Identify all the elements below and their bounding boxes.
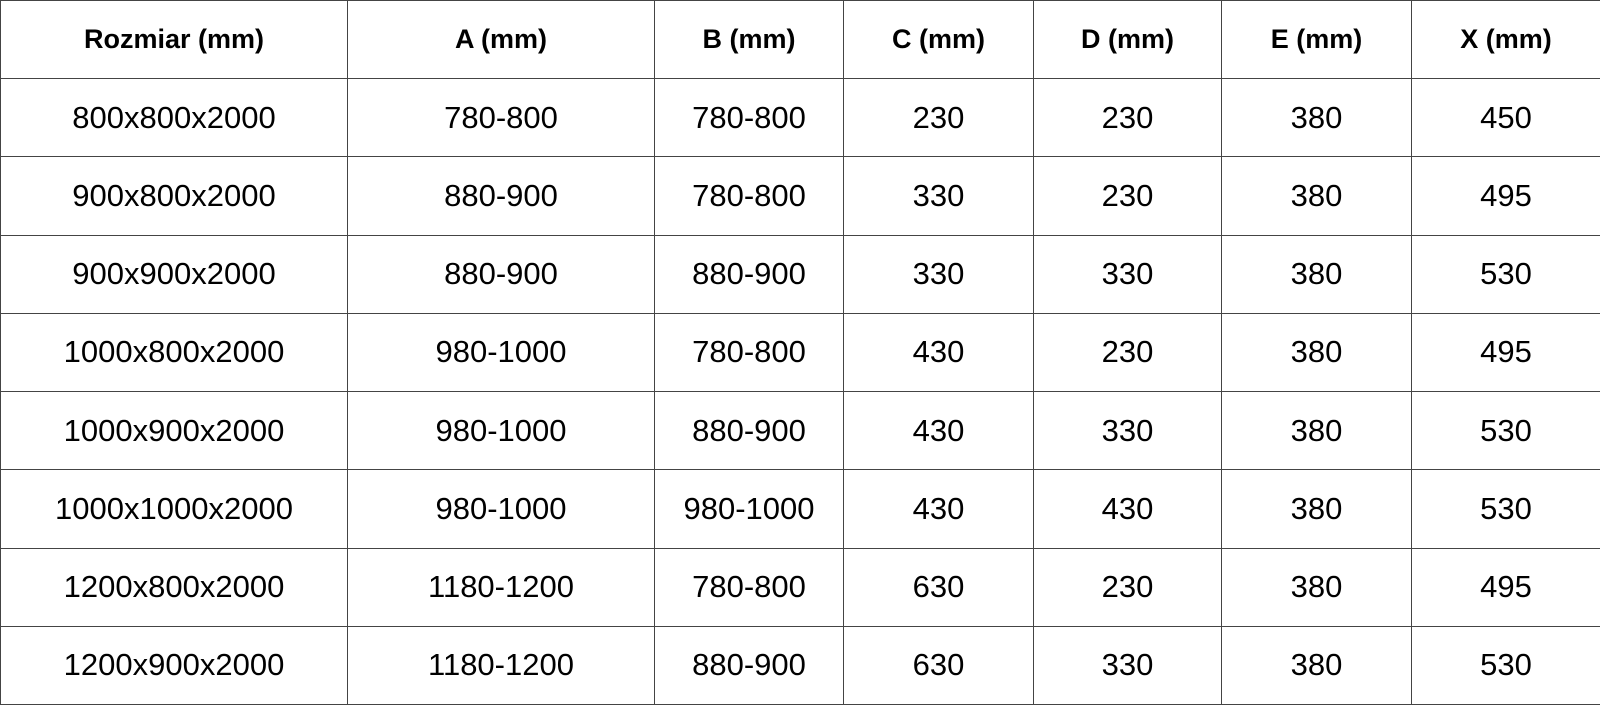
table-row: 900x900x2000 880-900 880-900 330 330 380 530	[0, 234, 1600, 314]
column-header: E (mm)	[1221, 0, 1412, 79]
table-cell: 450	[1411, 77, 1600, 158]
table-cell: 380	[1221, 625, 1412, 705]
column-header: B (mm)	[654, 0, 844, 79]
table-cell: 630	[843, 625, 1034, 705]
table-cell: 980-1000	[654, 469, 844, 549]
table-cell: 380	[1221, 156, 1412, 236]
table-cell: 530	[1411, 469, 1600, 549]
table-row: 1200x900x2000 1180-1200 880-900 630 330 380 53…	[0, 625, 1600, 705]
table-cell: 380	[1221, 547, 1412, 627]
column-header: A (mm)	[347, 0, 655, 79]
table-cell: 630	[843, 547, 1034, 627]
table-cell: 880-900	[347, 234, 655, 314]
table-cell: 980-1000	[347, 390, 655, 471]
table-cell: 230	[1033, 77, 1222, 158]
table-cell: 495	[1411, 312, 1600, 393]
table-cell: 380	[1221, 77, 1412, 158]
table-cell: 530	[1411, 390, 1600, 471]
column-header: Rozmiar (mm)	[0, 0, 348, 79]
table-cell: 380	[1221, 234, 1412, 314]
table-cell: 230	[1033, 156, 1222, 236]
column-header: D (mm)	[1033, 0, 1222, 79]
table-cell: 230	[843, 77, 1034, 158]
header-row: Rozmiar (mm) A (mm) B (mm) C (mm) D (mm) E (m…	[0, 0, 1600, 79]
table-cell: 780-800	[654, 77, 844, 158]
table-cell: 530	[1411, 625, 1600, 705]
table-cell: 330	[1033, 625, 1222, 705]
table-row: 1000x800x2000 980-1000 780-800 430 230 380 495	[0, 312, 1600, 393]
table-cell: 1200x800x2000	[0, 547, 348, 627]
table-cell: 230	[1033, 547, 1222, 627]
table-cell: 780-800	[654, 156, 844, 236]
table-cell: 1000x800x2000	[0, 312, 348, 393]
table-cell: 430	[843, 312, 1034, 393]
column-header: C (mm)	[843, 0, 1034, 79]
table-row: 1000x1000x2000 980-1000 980-1000 430 430 380 5…	[0, 469, 1600, 549]
table-cell: 780-800	[347, 77, 655, 158]
table-cell: 230	[1033, 312, 1222, 393]
table-cell: 980-1000	[347, 469, 655, 549]
table-cell: 1000x1000x2000	[0, 469, 348, 549]
table-row: 1000x900x2000 980-1000 880-900 430 330 380 530	[0, 390, 1600, 471]
table-cell: 430	[843, 469, 1034, 549]
column-header: X (mm)	[1411, 0, 1600, 79]
table-row: 1200x800x2000 1180-1200 780-800 630 230 380 49…	[0, 547, 1600, 627]
table-cell: 330	[1033, 390, 1222, 471]
table-cell: 880-900	[654, 625, 844, 705]
table-cell: 880-900	[654, 390, 844, 471]
table-cell: 1200x900x2000	[0, 625, 348, 705]
table-cell: 530	[1411, 234, 1600, 314]
table-cell: 780-800	[654, 547, 844, 627]
table-cell: 1000x900x2000	[0, 390, 348, 471]
table-row: 800x800x2000 780-800 780-800 230 230 380 450	[0, 77, 1600, 158]
table-cell: 495	[1411, 156, 1600, 236]
table-cell: 880-900	[347, 156, 655, 236]
table-cell: 900x900x2000	[0, 234, 348, 314]
table-cell: 1180-1200	[347, 625, 655, 705]
table-cell: 800x800x2000	[0, 77, 348, 158]
table-cell: 495	[1411, 547, 1600, 627]
table-cell: 380	[1221, 312, 1412, 393]
table-cell: 330	[1033, 234, 1222, 314]
table-cell: 330	[843, 234, 1034, 314]
table-cell: 330	[843, 156, 1034, 236]
table-cell: 980-1000	[347, 312, 655, 393]
table-row: 900x800x2000 880-900 780-800 330 230 380 495	[0, 156, 1600, 236]
table-cell: 430	[1033, 469, 1222, 549]
table-cell: 880-900	[654, 234, 844, 314]
table-cell: 380	[1221, 390, 1412, 471]
table-cell: 900x800x2000	[0, 156, 348, 236]
table-cell: 430	[843, 390, 1034, 471]
table-cell: 1180-1200	[347, 547, 655, 627]
table-cell: 780-800	[654, 312, 844, 393]
table-cell: 380	[1221, 469, 1412, 549]
